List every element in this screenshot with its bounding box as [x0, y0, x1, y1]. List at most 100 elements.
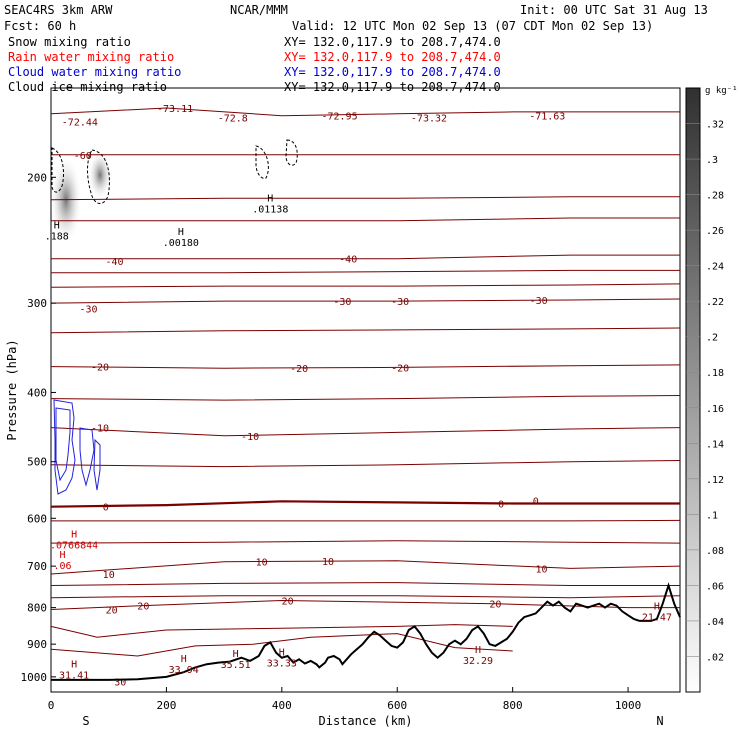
max-value: 33.94 [169, 665, 199, 676]
max-marker: H [267, 194, 273, 205]
cloud-contour [53, 399, 76, 495]
isotherm-line [50, 460, 681, 468]
y-tick-label: 800 [27, 602, 47, 615]
terrain-path [51, 582, 681, 681]
cloud-water-contours [53, 399, 101, 495]
x-tick-label: 400 [272, 699, 292, 712]
colorbar-tick-label: .08 [706, 546, 724, 557]
y-tick-label: 500 [27, 456, 47, 469]
cloud-contour [79, 427, 95, 487]
max-value: .00180 [163, 238, 199, 249]
cloud-contour [55, 407, 71, 482]
y-tick-label: 700 [27, 560, 47, 573]
isotherm-label: -73.32 [411, 114, 447, 125]
colorbar-tick-label: .26 [706, 226, 724, 237]
isotherm-label: -20 [391, 363, 409, 374]
field-xy: XY= 132.0,117.9 to 208.7,474.0 [284, 80, 501, 94]
isotherm-label: 10 [535, 564, 547, 575]
isotherm-line [51, 269, 680, 274]
y-tick-label: 1000 [21, 671, 48, 684]
x-axis-title: Distance (km) [319, 714, 413, 728]
isotherm-label: -10 [241, 432, 259, 443]
isotherm-line [50, 327, 681, 334]
max-value: .01138 [252, 205, 288, 216]
isotherm-label: 20 [137, 602, 149, 613]
ice-contour [51, 147, 65, 193]
y-tick-label: 400 [27, 386, 47, 399]
isotherm-line [51, 217, 680, 222]
init-time: Init: 00 UTC Sat 31 Aug 13 [520, 3, 708, 17]
max-marker: H [181, 654, 187, 665]
ice-contour [87, 149, 110, 204]
isotherm-label: 0 [498, 499, 504, 510]
isotherm-label: -40 [105, 257, 123, 268]
temperature-contours [50, 107, 681, 657]
field-label: Snow mixing ratio [8, 35, 131, 49]
isotherm-label: -10 [91, 424, 109, 435]
cloud-ice-contours [51, 139, 298, 204]
valid-time: Valid: 12 UTC Mon 02 Sep 13 (07 CDT Mon … [292, 19, 653, 33]
max-marker: H [71, 659, 77, 670]
isotherm-line [50, 500, 680, 508]
snow-blob [88, 150, 112, 200]
isotherm-line [50, 283, 681, 288]
x-tick-label: 1000 [615, 699, 642, 712]
colorbar-ticks: .02 .04 .06 .08 .1 .12 .14 .16 .18 .2 .22 .24 .26 .28… [686, 120, 724, 663]
isotherm-line [50, 624, 513, 638]
model-title: SEAC4RS 3km ARW [4, 3, 113, 17]
colorbar-tick-label: .22 [706, 297, 724, 308]
isotherm-label: 30 [114, 677, 126, 688]
max-value-labels: H31.41H33.94H35.51H33.33H32.29H21.47H.01… [45, 194, 672, 682]
colorbar-tick-label: .32 [706, 120, 724, 131]
field-label: Cloud ice mixing ratio [8, 80, 167, 94]
max-marker: H [60, 550, 66, 561]
axes: 0 200 400 600 800 100020030040050060070080090… [5, 171, 664, 728]
max-value: 21.47 [642, 613, 672, 624]
isotherm-label: 10 [103, 570, 115, 581]
colorbar-tick-label: .06 [706, 581, 724, 592]
cloud-contour [93, 438, 101, 491]
isotherm-label: 0 [533, 497, 539, 508]
ice-contour [255, 145, 269, 179]
x-tick-label: 800 [503, 699, 523, 712]
max-marker: H [279, 648, 285, 659]
isotherm-line [51, 519, 681, 522]
isotherm-label: -20 [91, 363, 109, 374]
forecast-hour: Fcst: 60 h [4, 19, 76, 33]
y-tick-label: 600 [27, 512, 47, 525]
colorbar-tick-label: .1 [706, 510, 718, 521]
temperature-labels: -72.44 -73.11 -72.8 -72.95 -73.32 -71.63 -60 -4… [62, 104, 566, 688]
field-xy: XY= 132.0,117.9 to 208.7,474.0 [284, 35, 501, 49]
isotherm-label: -30 [79, 304, 97, 315]
isotherm-line [50, 427, 681, 437]
isotherm-line [50, 633, 513, 657]
max-value: 33.33 [267, 659, 297, 670]
isotherm-label: 10 [256, 558, 268, 569]
colorbar-tick-label: .2 [706, 333, 718, 344]
isotherm-line [50, 560, 681, 575]
max-marker: H [54, 220, 60, 231]
y-tick-label: 300 [27, 297, 47, 310]
colorbar-tick-label: .12 [706, 475, 724, 486]
isotherm-label: -72.8 [218, 114, 248, 125]
isotherm-label: -73.11 [157, 104, 193, 115]
isotherm-label: 20 [106, 606, 118, 617]
isotherm-label: 20 [282, 597, 294, 608]
isotherm-label: 20 [489, 600, 501, 611]
isotherm-label: 0 [103, 503, 109, 514]
plot-frame [50, 87, 681, 693]
ice-contour [285, 139, 298, 166]
colorbar-tick-label: .14 [706, 439, 724, 450]
field-xy: XY= 132.0,117.9 to 208.7,474.0 [284, 65, 501, 79]
y-axis-title: Pressure (hPa) [5, 339, 19, 440]
max-value: .188 [45, 231, 69, 242]
max-value: 32.29 [463, 656, 493, 667]
south-label: S [82, 714, 89, 728]
max-value: 31.41 [59, 670, 89, 681]
isotherm-line [50, 364, 681, 369]
isotherm-label: -30 [333, 297, 351, 308]
max-marker: H [475, 645, 481, 656]
field-label: Cloud water mixing ratio [8, 65, 181, 79]
isotherm-line [51, 254, 680, 260]
